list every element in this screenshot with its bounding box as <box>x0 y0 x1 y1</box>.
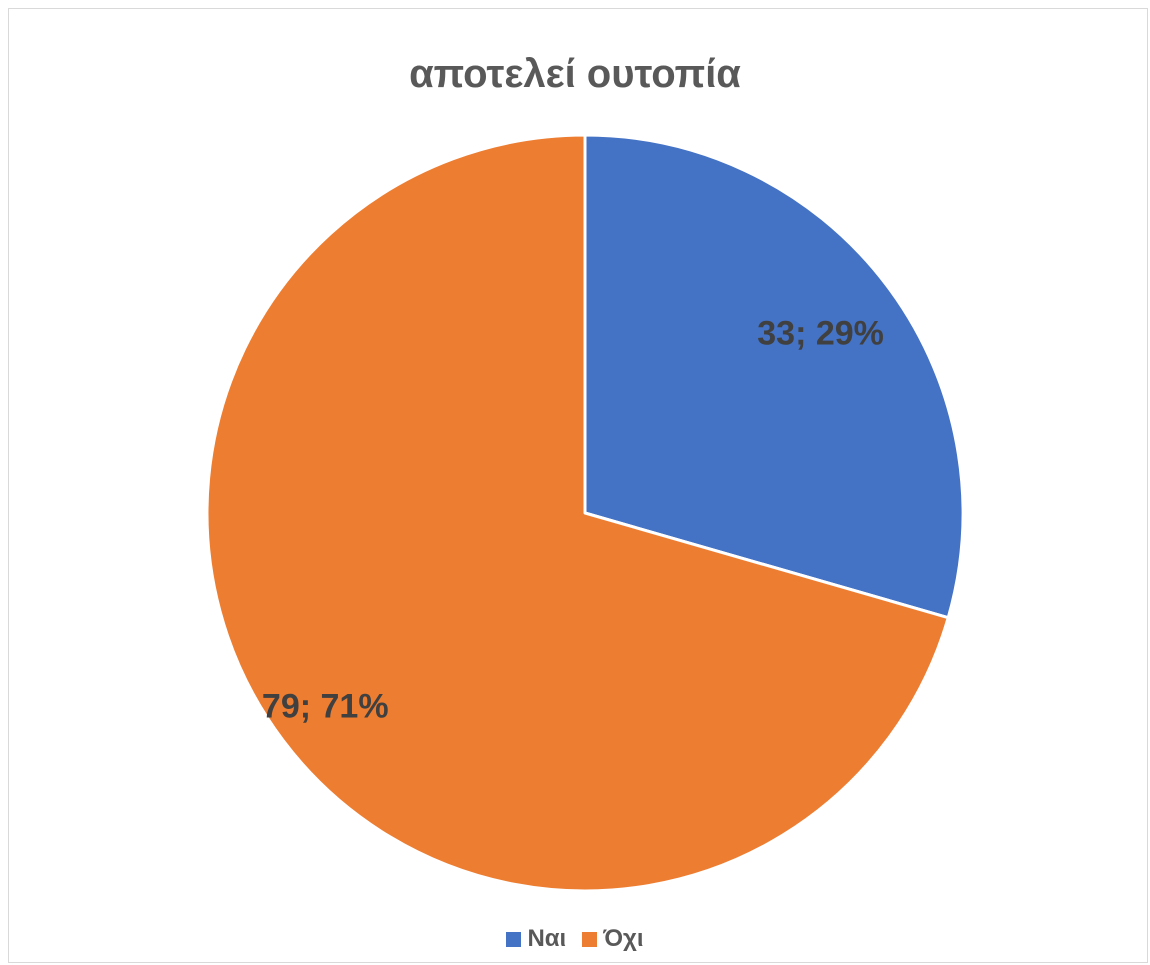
chart-title: αποτελεί ουτοπία <box>409 52 741 96</box>
legend-label-nai: Ναι <box>527 925 567 952</box>
legend-swatch-ochi <box>582 931 598 947</box>
legend-item-nai: Ναι <box>506 925 566 953</box>
pie-slice-nai <box>583 133 965 620</box>
legend-item-ochi: Όχι <box>582 925 644 953</box>
legend-swatch-nai <box>506 931 522 947</box>
data-label-ochi: 79; 71% <box>262 687 389 725</box>
pie-slice-ochi <box>205 133 950 893</box>
legend-label-ochi: Όχι <box>603 925 644 952</box>
legend: Ναι Όχι <box>0 925 1150 953</box>
data-label-nai: 33; 29% <box>757 315 884 353</box>
